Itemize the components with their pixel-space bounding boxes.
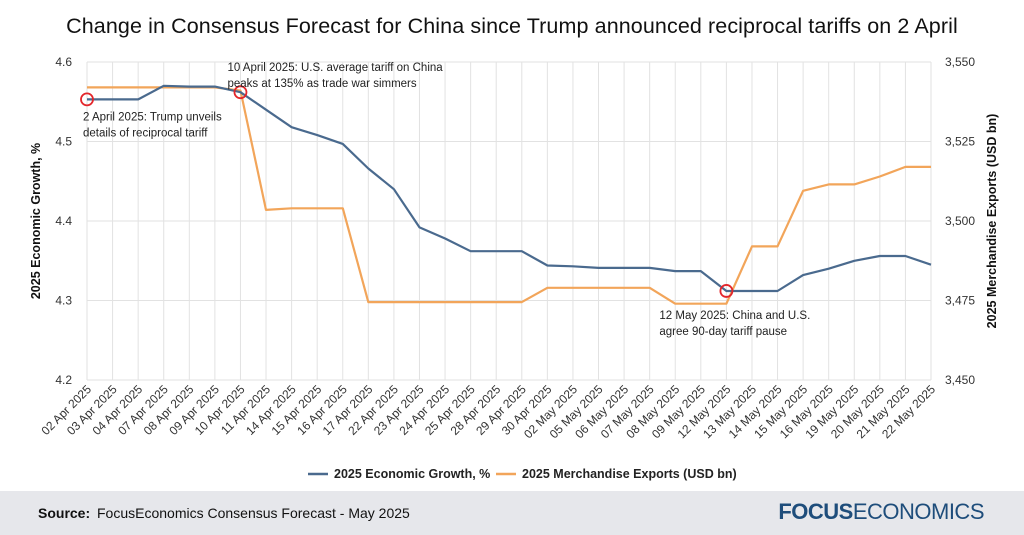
annotation-marker [80, 92, 94, 107]
annotation-text: agree 90-day tariff pause [659, 326, 787, 338]
annotation-text: 2 April 2025: Trump unveils [83, 111, 222, 123]
legend-label-growth: 2025 Economic Growth, % [334, 467, 490, 481]
y-right-tick-label: 3,475 [945, 294, 975, 308]
footer-bar: Source: FocusEconomics Consensus Forecas… [0, 491, 1024, 535]
annotation-text: 12 May 2025: China and U.S. [659, 310, 810, 322]
y-right-tick-label: 3,450 [945, 373, 975, 387]
line-chart: 4.2 3,450 4.3 3,475 4.4 3,500 4.5 3,525 4.6 3,550… [29, 55, 999, 481]
y-left-tick-label: 4.6 [55, 55, 72, 69]
source-label: Source: [38, 505, 91, 521]
source-text: FocusEconomics Consensus Forecast - May … [97, 505, 410, 521]
annotation-marker [719, 284, 734, 298]
y-left-tick-label: 4.2 [55, 373, 72, 387]
annotation-text: details of reciprocal tariff [83, 127, 208, 139]
y-left-tick-label: 4.4 [55, 214, 72, 228]
y-left-axis-title: 2025 Economic Growth, % [29, 143, 43, 299]
y-right-tick-label: 3,500 [945, 214, 975, 228]
focuseconomics-logo: FOCUSECONOMICS [778, 499, 984, 524]
legend-label-exports: 2025 Merchandise Exports (USD bn) [522, 467, 737, 481]
annotation-text: 10 April 2025: U.S. average tariff on Ch… [227, 62, 443, 74]
y-right-tick-label: 3,550 [945, 55, 975, 69]
annotation-marker [233, 85, 248, 100]
annotation-text: peaks at 135% as trade war simmers [227, 78, 416, 90]
y-right-tick-label: 3,525 [945, 135, 975, 149]
y-left-tick-label: 4.3 [55, 294, 72, 308]
growth-series-line [87, 84, 932, 293]
y-right-axis-title: 2025 Merchandise Exports (USD bn) [985, 114, 999, 329]
y-left-tick-label: 4.5 [55, 135, 72, 149]
chart-title: Change in Consensus Forecast for China s… [66, 14, 958, 38]
